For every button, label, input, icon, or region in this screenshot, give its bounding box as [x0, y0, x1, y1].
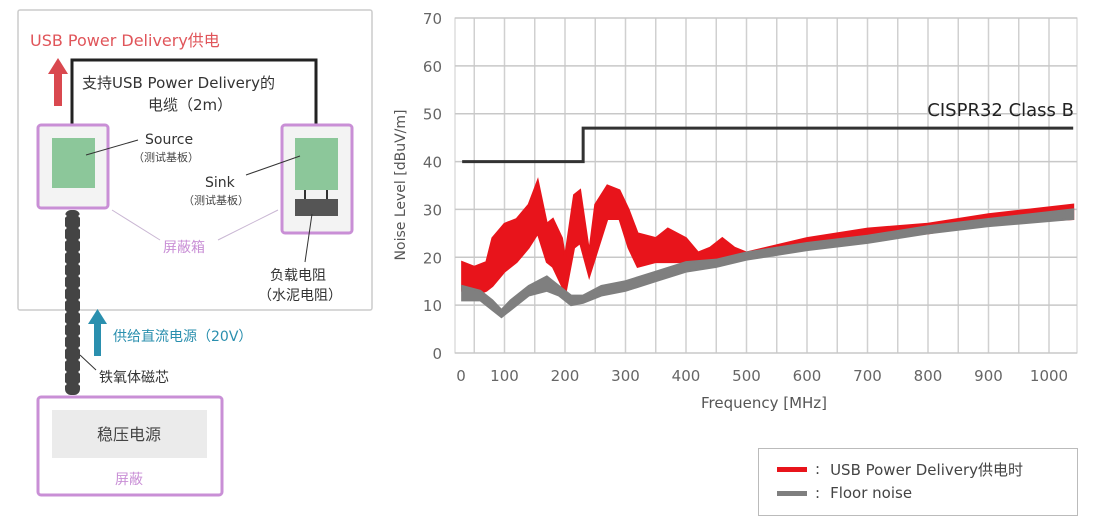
y-tick-label: 10 [423, 297, 442, 315]
y-tick-label: 50 [423, 106, 442, 124]
load-resistor [295, 199, 338, 216]
power-shield-label: 屏蔽 [115, 472, 143, 488]
y-tick-label: 30 [423, 201, 442, 219]
usb-cable [70, 58, 318, 140]
cable-label-line1: 支持USB Power Delivery的 [82, 74, 275, 92]
cable-label-line2: 电缆（2m） [148, 96, 232, 114]
red-up-arrow-icon [48, 58, 68, 106]
y-tick-label: 60 [423, 58, 442, 76]
source-label: Source [145, 132, 193, 148]
plot-area [454, 17, 1078, 354]
x-tick-label: 300 [611, 367, 640, 385]
series-usb-power-delivery [461, 177, 1075, 297]
series-floor-noise [461, 208, 1075, 319]
sink-sub-label: （测试基板） [183, 193, 249, 207]
teal-up-arrow-icon [88, 309, 107, 356]
legend-item-usb-pd: : USB Power Delivery供电时 [777, 457, 1077, 481]
x-tick-label: 500 [732, 367, 761, 385]
ferrite-label: 铁氧体磁芯 [99, 370, 169, 386]
x-tick-labels: 0 100 200 300 400 500 600 700 800 900 1000 [456, 367, 1068, 385]
diagram-title: USB Power Delivery供电 [30, 31, 220, 50]
chart-grid [454, 17, 1078, 354]
dc-supply-label: 供给直流电源（20V） [113, 328, 252, 345]
y-tick-label: 40 [423, 154, 442, 172]
chart-legend: : USB Power Delivery供电时 : Floor noise [758, 448, 1078, 516]
x-tick-label: 400 [672, 367, 701, 385]
shield-room-frame [17, 9, 373, 311]
x-tick-label: 0 [456, 367, 466, 385]
y-tick-labels: 0 10 20 30 40 50 60 70 [423, 10, 442, 363]
power-supply-label: 稳压电源 [97, 425, 161, 444]
load-label: 负载电阻 [270, 268, 326, 284]
x-tick-label: 700 [853, 367, 882, 385]
legend-label: Floor noise [830, 484, 913, 502]
x-tick-label: 600 [793, 367, 822, 385]
shield-box-label: 屏蔽箱 [163, 240, 205, 256]
x-axis-label: Frequency [MHz] [701, 394, 827, 412]
y-tick-label: 20 [423, 249, 442, 267]
legend-item-floor-noise: : Floor noise [777, 481, 1077, 505]
limit-line-label: CISPR32 Class B [927, 100, 1074, 121]
test-setup-diagram: USB Power Delivery供电 支持USB Power Deliver… [17, 9, 373, 497]
x-tick-label: 800 [914, 367, 943, 385]
source-sub-label: （测试基板） [133, 150, 199, 164]
source-board [52, 138, 95, 188]
x-tick-label: 100 [490, 367, 519, 385]
y-tick-label: 0 [432, 345, 442, 363]
x-tick-label: 1000 [1030, 367, 1068, 385]
legend-swatch-gray [777, 490, 807, 496]
load-sub-label: （水泥电阻） [258, 288, 342, 304]
x-tick-label: 200 [551, 367, 580, 385]
ferrite-core-chain [63, 210, 82, 395]
power-supply-unit [52, 410, 207, 458]
sink-board [295, 138, 338, 190]
cispr32-limit-line [462, 126, 1074, 164]
legend-swatch-red [777, 466, 807, 472]
legend-label: USB Power Delivery供电时 [830, 460, 1024, 479]
sink-label: Sink [205, 175, 236, 191]
y-tick-label: 70 [423, 10, 442, 28]
x-tick-label: 900 [974, 367, 1003, 385]
